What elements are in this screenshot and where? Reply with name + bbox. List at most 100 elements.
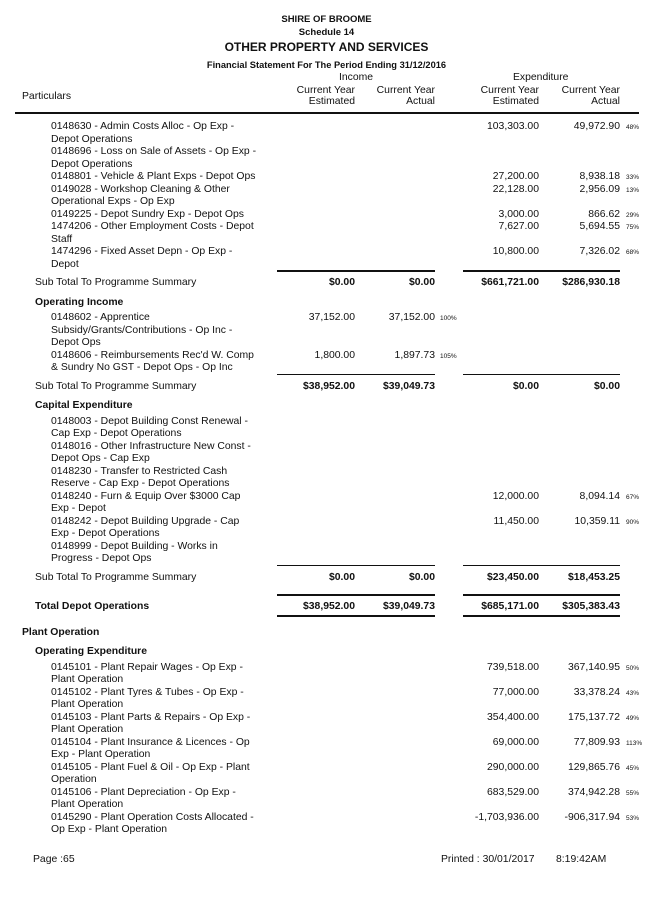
line-item: 0145102 - Plant Tyres & Tubes - Op Exp -… [0, 687, 653, 712]
percent-of-estimate: 33% [626, 174, 640, 181]
expenditure-actual: -906,317.94 [564, 811, 620, 823]
particulars-text: 0148630 - Admin Costs Alloc - Op Exp - De… [51, 121, 234, 146]
line-item: 0145101 - Plant Repair Wages - Op Exp -P… [0, 662, 653, 687]
percent-of-estimate: 48% [626, 124, 640, 131]
line-item: 0148003 - Depot Building Const Renewal -… [0, 416, 653, 441]
particulars-line: Cap Exp - Depot Operations [51, 428, 182, 439]
expenditure-estimated: 12,000.00 [492, 490, 539, 502]
percent-of-estimate: 105% [440, 352, 457, 360]
header-rule [15, 112, 639, 114]
total-rule [277, 564, 435, 566]
schedule-label: Schedule 14 [298, 27, 355, 38]
particulars-line: Progress - Depot Ops [51, 553, 152, 564]
group-row: Capital Expenditure [0, 400, 653, 413]
particulars-line: 0148696 - Loss on Sale of Assets - Op Ex… [51, 146, 257, 157]
expenditure-estimated: 3,000.00 [498, 208, 539, 220]
particulars-text: 0148003 - Depot Building Const Renewal -… [51, 416, 248, 441]
particulars-line: 0145103 - Plant Parts & Repairs - Op Exp… [51, 711, 251, 723]
percent-of-estimate: 67% [626, 493, 640, 501]
particulars-text: 0148696 - Loss on Sale of Assets - Op Ex… [51, 146, 256, 171]
expenditure-estimated: $23,450.00 [486, 571, 539, 583]
percent-of-estimate: 50% [626, 664, 640, 672]
particulars-line: 0145106 - Plant Depreciation - Op Exp - [51, 786, 236, 798]
particulars-line: Depot Ops - Cap Exp [51, 453, 150, 464]
percent-of-estimate: 68% [626, 249, 640, 256]
printed-time: 8:19:42AM [556, 854, 607, 865]
particulars-text: 0148016 - Other Infrastructure New Const… [51, 441, 251, 466]
line-item: 0149225 - Depot Sundry Exp - Depot Ops 3,… [0, 209, 653, 222]
expenditure-actual: 2,956.09 [579, 183, 620, 195]
total-rule [277, 594, 435, 596]
percent-of-estimate: 100% [440, 315, 457, 322]
percent-of-estimate: 53% [626, 814, 640, 822]
expenditure-estimated: 103,303.00 [486, 121, 539, 132]
expenditure-estimated: 77,000.00 [492, 686, 539, 698]
percent-of-estimate: 90% [626, 518, 640, 526]
expenditure-estimated: 7,627.00 [498, 221, 539, 232]
subtotal-row: Sub Total To Programme Summary $0.00 $0.00… [0, 270, 653, 290]
col-exp-act-heading: Current Year Actual [561, 85, 620, 107]
particulars-line: 0145290 - Plant Operation Costs Allocate… [51, 811, 254, 823]
particulars-text: 0148999 - Depot Building - Works in Progr… [51, 541, 218, 566]
line-item: 0148630 - Admin Costs Alloc - Op Exp - De… [0, 121, 653, 146]
particulars-text: 1474296 - Fixed Asset Depn - Op Exp - Dep… [51, 246, 232, 271]
particulars-text: 0148606 - Reimbursements Rec'd W. Comp & … [51, 350, 254, 375]
expenditure-estimated: 290,000.00 [486, 761, 539, 773]
particulars-text: Capital Expenditure [35, 400, 133, 411]
percent-of-estimate: 49% [626, 714, 640, 722]
particulars-text: 0145105 - Plant Fuel & Oil - Op Exp - Pl… [51, 762, 250, 787]
particulars-line: 0145101 - Plant Repair Wages - Op Exp - [51, 661, 243, 673]
group-row: Operating Income [0, 297, 653, 310]
particulars-text: 0145103 - Plant Parts & Repairs - Op Exp… [51, 712, 250, 737]
particulars-line: 0145104 - Plant Insurance & Licences - O… [51, 736, 250, 748]
income-actual: 37,152.00 [388, 312, 435, 323]
line-item: 0148230 - Transfer to Restricted Cash Res… [0, 466, 653, 491]
expenditure-actual: 7,326.02 [579, 246, 620, 257]
expenditure-actual: 8,094.14 [579, 490, 620, 502]
line-item: 0148696 - Loss on Sale of Assets - Op Ex… [0, 146, 653, 171]
total-row: Total Depot Operations $38,952.00 $39,049.… [0, 594, 653, 617]
col-exp-est-heading: Current Year Estimated [480, 85, 539, 107]
particulars-text: 0148801 - Vehicle & Plant Exps - Depot O… [51, 171, 255, 184]
line-item: 0145104 - Plant Insurance & Licences - O… [0, 737, 653, 762]
particulars-line: Depot [51, 258, 79, 270]
percent-of-estimate: 13% [626, 186, 640, 194]
col-income-act-heading: Current Year Actual [376, 85, 435, 107]
particulars-line: 0145102 - Plant Tyres & Tubes - Op Exp - [51, 686, 244, 698]
income-estimated: $38,952.00 [302, 380, 355, 392]
particulars-line: 0148630 - Admin Costs Alloc - Op Exp - [51, 121, 235, 132]
section-row: Plant Operation [0, 627, 653, 640]
expenditure-estimated: 739,518.00 [486, 661, 539, 673]
percent-of-estimate: 113% [626, 739, 643, 747]
particulars-line: Depot Operations [51, 133, 133, 145]
percent-of-estimate: 45% [626, 764, 640, 772]
expenditure-estimated: 683,529.00 [486, 786, 539, 798]
income-estimated: $38,952.00 [302, 601, 355, 612]
percent-of-estimate: 29% [626, 211, 640, 219]
line-item: 0149028 - Workshop Cleaning & Other Opera… [0, 184, 653, 209]
page-number: Page :65 [33, 854, 75, 865]
particulars-line: Depot Ops [51, 337, 101, 348]
statement-rows: 0148630 - Admin Costs Alloc - Op Exp - De… [0, 121, 653, 837]
expenditure-estimated: 69,000.00 [492, 736, 539, 748]
particulars-text: Sub Total To Programme Summary [35, 380, 197, 392]
income-actual: $39,049.73 [382, 601, 435, 612]
expenditure-actual: 374,942.28 [567, 786, 620, 798]
particulars-line: Plant Operation [51, 674, 124, 685]
particulars-line: 0145105 - Plant Fuel & Oil - Op Exp - Pl… [51, 761, 250, 773]
particulars-line: 0148240 - Furn & Equip Over $3000 Cap [51, 490, 241, 502]
particulars-line: 0148242 - Depot Building Upgrade - Cap [51, 515, 240, 527]
income-actual: 1,897.73 [394, 349, 435, 361]
particulars-line: 0148230 - Transfer to Restricted Cash [51, 465, 228, 477]
expenditure-actual: 175,137.72 [567, 711, 620, 723]
particulars-line: Plant Operation [51, 724, 124, 735]
particulars-text: Total Depot Operations [35, 601, 150, 612]
particulars-text: Plant Operation [22, 626, 100, 638]
particulars-line: 0148016 - Other Infrastructure New Const… [51, 440, 251, 452]
particulars-line: Reserve - Cap Exp - Depot Operations [51, 478, 230, 489]
income-actual: $0.00 [408, 571, 435, 583]
particulars-text: 0148602 - Apprentice Subsidy/Grants/Contr… [51, 312, 232, 350]
particulars-line: Depot Operations [51, 158, 133, 170]
particulars-line: Plant Operation [51, 799, 124, 810]
particulars-line: Exp - Plant Operation [51, 749, 151, 760]
